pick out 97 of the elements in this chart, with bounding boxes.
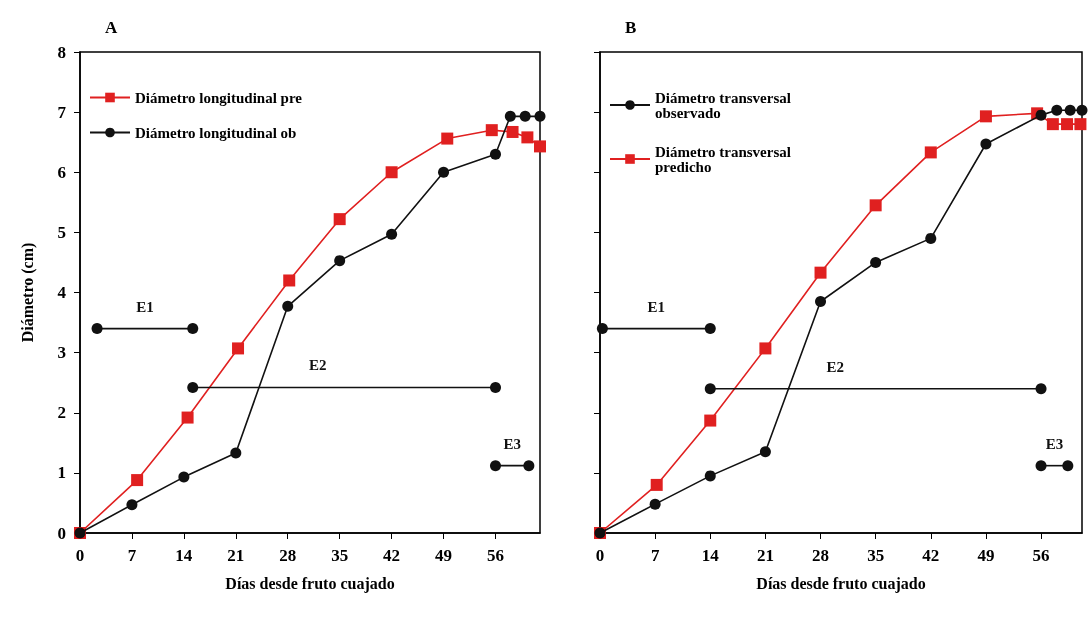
point [704,470,716,482]
point [650,478,663,491]
point [1076,104,1088,116]
x-tick-label: 21 [756,546,774,565]
y-tick-label: 7 [57,102,67,122]
point [980,138,992,150]
point [815,296,827,308]
point [1035,109,1047,121]
point [232,342,245,355]
x-tick-label: 35 [331,546,349,565]
y-tick-label: 0 [57,523,66,543]
x-tick-label: 28 [279,546,297,565]
point [438,166,450,178]
legend-label: Diámetro longitudinal pre [135,89,303,106]
point [506,125,519,138]
point [534,110,546,122]
y-tick-label: 4 [57,283,67,302]
x-axis-title: Días desde fruto cuajado [756,574,926,593]
point [759,342,772,355]
series-label: E1 [136,298,154,315]
point [386,228,398,240]
point [523,460,535,472]
point [1035,383,1047,395]
x-tick-label: 42 [922,546,940,565]
x-tick-label: 14 [701,546,720,565]
x-tick-label: 7 [650,546,660,565]
point [870,256,882,268]
point [534,140,546,153]
y-axis-title: Diámetro (cm) [18,242,37,343]
series-label: E1 [647,298,666,315]
x-axis-title: Días desde fruto cuajado [225,574,395,593]
point [485,124,498,137]
point [490,148,501,160]
point [131,474,144,487]
point [385,166,398,179]
x-tick-label: 28 [812,546,830,565]
point [1046,118,1059,131]
point [1062,460,1074,472]
legend-label: Diámetro transversal predicho [655,143,795,175]
y-tick-label: 5 [57,222,66,242]
point [924,146,937,159]
point [230,447,242,459]
point [869,199,882,212]
point [282,300,294,312]
chart-title: B [625,18,637,37]
x-tick-label: 49 [435,546,453,565]
point [441,132,454,145]
point [704,414,717,427]
point [1074,118,1087,131]
point [1051,104,1063,116]
legend-label: Diámetro transversal observado [655,89,795,121]
point [490,382,501,393]
point [521,131,534,144]
point [596,323,608,335]
point [519,110,531,122]
x-tick-label: 56 [486,546,504,565]
y-tick-label: 8 [57,42,66,62]
point [649,498,661,510]
point [1061,118,1074,131]
point [178,471,190,483]
point [187,323,199,335]
x-tick-label: 7 [127,546,137,565]
point [1064,104,1076,116]
point [814,266,827,279]
series-label: E2 [309,357,327,374]
series-label: E2 [826,358,845,375]
x-tick-label: 42 [383,546,401,565]
chart-title: A [105,18,118,37]
point [333,213,346,226]
point [126,499,138,511]
x-tick-label: 21 [227,546,245,565]
y-tick-label: 2 [57,403,66,423]
y-tick-label: 1 [57,463,66,483]
point [925,232,937,244]
x-tick-label: 49 [977,546,995,565]
point [91,323,103,335]
point [759,446,771,458]
point [490,460,501,472]
series-label: E3 [503,435,521,452]
point [181,411,194,424]
point [704,383,716,395]
y-tick-label: 3 [57,343,66,363]
point [334,255,346,267]
point [283,274,296,287]
x-tick-label: 0 [595,546,605,565]
y-tick-label: 6 [57,162,66,182]
series-label: E3 [1045,435,1064,452]
x-tick-label: 35 [867,546,885,565]
point [187,382,199,393]
x-tick-label: 56 [1032,546,1050,565]
point [704,323,716,335]
legend-label: Diámetro longitudinal ob [135,124,297,141]
x-tick-label: 14 [175,546,193,565]
point [504,110,516,122]
point [1035,460,1047,472]
point [979,110,992,123]
x-tick-label: 0 [75,546,85,565]
